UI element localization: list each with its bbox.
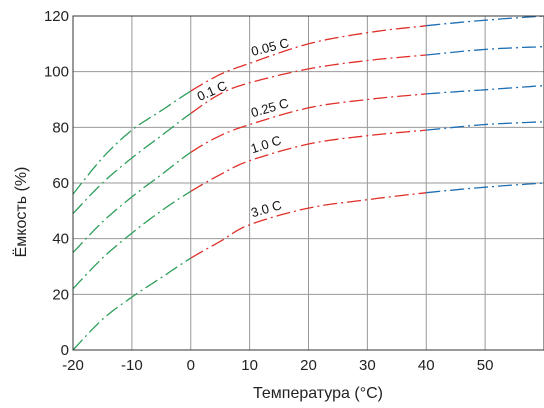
x-axis-title: Температура (°C) <box>253 385 383 402</box>
series-label: 1.0 C <box>249 132 283 156</box>
x-tick-label: -10 <box>121 357 143 374</box>
y-tick-label: 100 <box>44 64 69 81</box>
series-label: 3.0 C <box>249 197 283 220</box>
y-axis-title: Ёмкость (%) <box>12 167 30 258</box>
series-segment-low <box>72 90 192 195</box>
series-segment-high <box>426 45 544 56</box>
y-tick-label: 40 <box>52 231 69 248</box>
y-tick-label: 20 <box>52 286 69 303</box>
y-tick-label: 120 <box>44 8 69 25</box>
series-line <box>72 182 544 351</box>
series-line <box>72 15 544 195</box>
x-tick-label: 50 <box>477 357 494 374</box>
series-segment-high <box>426 182 544 194</box>
x-tick-label: 30 <box>359 357 376 374</box>
x-tick-label: 0 <box>187 357 195 374</box>
series-segment-mid <box>190 93 427 153</box>
series-segment-low <box>72 112 192 215</box>
x-tick-label: 20 <box>300 357 317 374</box>
x-tick-label: 10 <box>241 357 258 374</box>
series-segment-mid <box>190 54 427 114</box>
series-label: 0.05 C <box>250 35 291 59</box>
y-tick-label: 60 <box>52 175 69 192</box>
series-line <box>72 84 544 254</box>
series-segment-mid <box>190 25 427 92</box>
series-label: 0.25 C <box>249 95 290 120</box>
series-segment-high <box>426 84 544 95</box>
x-tick-label: -20 <box>62 357 84 374</box>
y-tick-label: 0 <box>61 342 69 359</box>
series-segment-low <box>72 190 192 290</box>
series-segment-mid <box>190 129 427 192</box>
series-segment-high <box>426 121 544 131</box>
plot-frame <box>72 15 544 351</box>
series-segment-high <box>426 15 544 27</box>
series-label: 0.1 C <box>195 78 229 104</box>
y-tick-labels: 0 20 40 60 80 100 120 <box>44 8 69 359</box>
curves <box>72 15 544 351</box>
grid <box>72 15 544 351</box>
series-segment-mid <box>190 192 427 259</box>
x-tick-labels: -20 -10 0 10 20 30 40 50 <box>62 357 493 374</box>
series-segment-low <box>72 151 192 254</box>
series-segment-low <box>72 257 192 351</box>
y-tick-label: 80 <box>52 119 69 136</box>
series-line <box>72 45 544 215</box>
x-tick-label: 40 <box>418 357 435 374</box>
series-line <box>72 121 544 290</box>
